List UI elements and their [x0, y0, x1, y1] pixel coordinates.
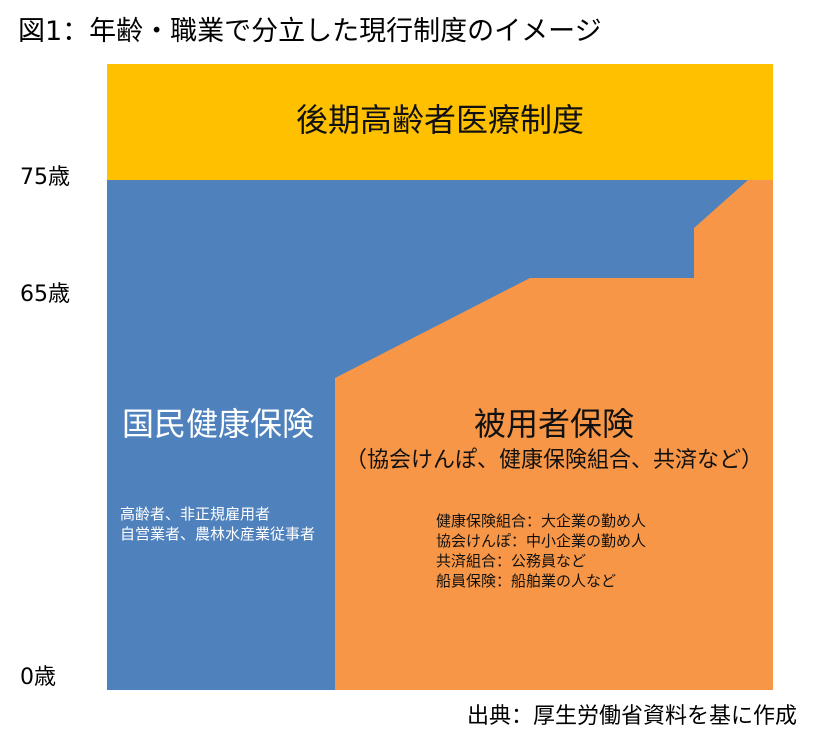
employee-insurance-region — [335, 180, 773, 690]
employee-insurance-members: 健康保険組合：大企業の勤め人 協会けんぽ：中小企業の勤め人 共済組合：公務員など… — [436, 511, 646, 591]
national-insurance-members: 高齢者、非正規雇用者 自営業者、農林水産業従事者 — [120, 504, 315, 544]
elderly-medical-system-region — [107, 64, 773, 180]
national-insurance-member-line: 自営業者、農林水産業従事者 — [120, 525, 316, 543]
age-label-0: 0歳 — [20, 665, 56, 690]
age-label-65: 65歳 — [20, 282, 70, 307]
national-insurance-member-line: 高齢者、非正規雇用者 — [120, 505, 271, 523]
employee-insurance-member-line: 協会けんぽ：中小企業の勤め人 — [436, 532, 647, 550]
employee-insurance-member-line: 船員保険：船舶業の人など — [436, 572, 617, 590]
employee-insurance-subtitle: （協会けんぽ、健康保険組合、共済など） — [344, 448, 763, 473]
age-label-75: 75歳 — [20, 165, 70, 190]
employee-insurance-title: 被用者保険 — [473, 405, 634, 443]
figure-title: 図1：年齢・職業で分立した現行制度のイメージ — [18, 16, 602, 47]
elderly-system-title: 後期高齢者医療制度 — [295, 101, 584, 139]
employee-insurance-member-line: 共済組合：公務員など — [436, 552, 587, 570]
source-note: 出典：厚生労働省資料を基に作成 — [466, 704, 797, 729]
national-insurance-title: 国民健康保険 — [122, 405, 315, 443]
employee-insurance-member-line: 健康保険組合：大企業の勤め人 — [436, 512, 647, 530]
